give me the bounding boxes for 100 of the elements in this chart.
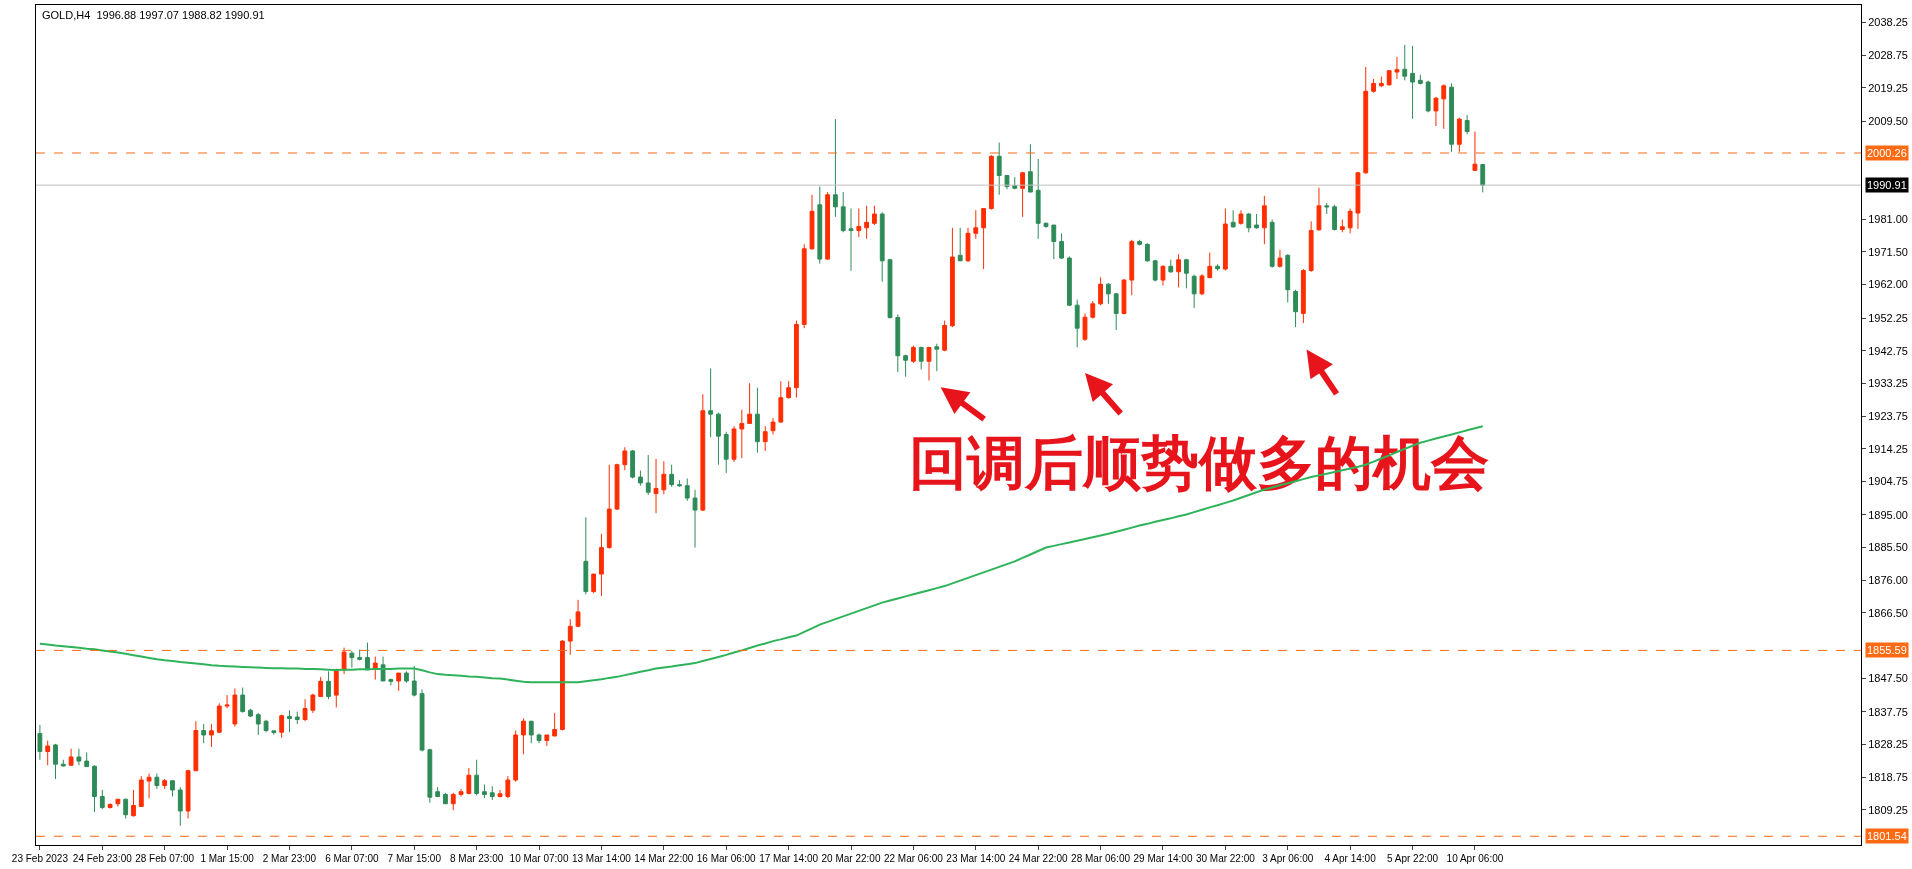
candlestick	[60, 759, 66, 768]
y-tick-label: 1809.25	[1868, 803, 1908, 816]
x-tick-label: 17 Mar 14:00	[759, 853, 819, 864]
x-tick-label: 22 Mar 06:00	[883, 853, 944, 864]
candlestick	[723, 431, 729, 474]
candlestick	[1160, 264, 1166, 287]
candlestick	[1215, 263, 1220, 272]
candlestick	[1472, 131, 1478, 172]
candlestick	[216, 702, 222, 734]
y-tick-label: 1828.25	[1868, 738, 1908, 751]
candlestick	[193, 720, 199, 772]
candlestick	[1308, 220, 1314, 273]
candlestick	[864, 205, 870, 240]
x-tick-label: 3 Apr 06:00	[1262, 853, 1314, 864]
candlestick	[544, 734, 550, 747]
candlestick	[1121, 278, 1127, 315]
candlestick	[786, 380, 792, 400]
candlestick	[606, 464, 612, 550]
candlestick	[1425, 80, 1431, 113]
candlestick	[583, 516, 589, 595]
candlestick	[185, 769, 191, 820]
y-tick-label: 1904.75	[1868, 475, 1908, 488]
candlestick	[638, 470, 643, 487]
candlestick	[622, 446, 628, 471]
candlestick	[287, 709, 292, 733]
candlestick	[1410, 45, 1415, 120]
ref-line-label: 2000.26	[1867, 147, 1907, 159]
x-tick-label: 8 Mar 23:00	[449, 853, 504, 864]
candlestick	[1246, 212, 1252, 233]
candlestick	[388, 678, 394, 686]
candlestick	[138, 775, 144, 807]
candlestick	[1113, 292, 1119, 331]
candlestick	[833, 118, 838, 218]
candlestick	[1183, 258, 1189, 289]
candlestick	[747, 382, 753, 424]
candlestick	[934, 343, 940, 372]
candlestick	[318, 676, 324, 698]
candlestick	[1456, 117, 1462, 153]
candlestick	[497, 789, 503, 798]
x-tick-label: 28 Feb 07:00	[135, 853, 195, 864]
candlestick	[591, 573, 597, 594]
candlestick	[162, 778, 168, 790]
candlestick	[84, 752, 90, 768]
candlestick	[1035, 158, 1041, 240]
candlestick	[1402, 44, 1408, 81]
candlestick	[521, 717, 526, 755]
x-tick-label: 20 Mar 22:00	[821, 853, 881, 864]
candlestick	[1433, 96, 1439, 127]
candlestick	[1316, 187, 1322, 232]
candlestick	[755, 387, 760, 454]
y-tick-label: 1933.25	[1868, 377, 1908, 390]
candlestick	[482, 783, 487, 799]
candlestick	[411, 665, 417, 697]
candlestick	[700, 393, 706, 512]
candlestick	[177, 786, 183, 827]
x-tick-label: 28 Mar 06:00	[1071, 853, 1131, 864]
candlestick	[957, 227, 963, 262]
candlestick	[154, 772, 160, 790]
candlestick	[1191, 274, 1197, 309]
candlestick	[692, 489, 698, 549]
ref-line-label: 1801.54	[1867, 830, 1907, 842]
candlestick	[76, 748, 82, 766]
candlestick	[146, 772, 152, 799]
candlestick	[513, 730, 519, 783]
candlestick	[349, 650, 355, 669]
candlestick	[1386, 70, 1392, 87]
candlestick	[263, 719, 269, 733]
candlestick	[895, 313, 901, 373]
candlestick	[1339, 219, 1345, 233]
candlestick	[435, 786, 441, 798]
candlestick	[996, 142, 1002, 196]
y-tick-label: 2009.50	[1868, 115, 1908, 128]
candlestick	[809, 194, 815, 251]
ref-line-label: 1855.59	[1867, 644, 1907, 656]
candlestick	[1371, 78, 1376, 94]
candlestick	[1324, 202, 1330, 215]
candlestick	[552, 712, 558, 737]
candlestick	[209, 723, 214, 748]
candlestick	[505, 775, 511, 799]
candlestick	[1269, 219, 1275, 269]
candlestick	[419, 689, 425, 752]
y-tick-label: 1885.50	[1868, 541, 1908, 554]
candlestick	[762, 425, 768, 452]
x-tick-label: 23 Mar 14:00	[946, 853, 1006, 864]
candlestick	[341, 647, 347, 675]
candlestick	[949, 227, 955, 328]
candlestick	[1074, 299, 1080, 348]
candlestick	[404, 670, 409, 684]
x-tick-label: 1 Mar 15:00	[200, 853, 255, 864]
y-tick-label: 1923.75	[1868, 409, 1908, 422]
candlestick	[294, 711, 300, 725]
x-tick-label: 10 Mar 07:00	[509, 853, 569, 864]
candlestick	[630, 449, 636, 479]
candlestick	[1300, 268, 1306, 324]
candlestick	[1066, 255, 1072, 307]
y-tick-label: 1895.00	[1868, 508, 1908, 521]
y-tick-label: 2019.25	[1868, 81, 1908, 94]
candlestick	[1441, 83, 1447, 130]
y-tick-label: 1818.75	[1868, 770, 1908, 783]
candlestick	[770, 417, 776, 435]
